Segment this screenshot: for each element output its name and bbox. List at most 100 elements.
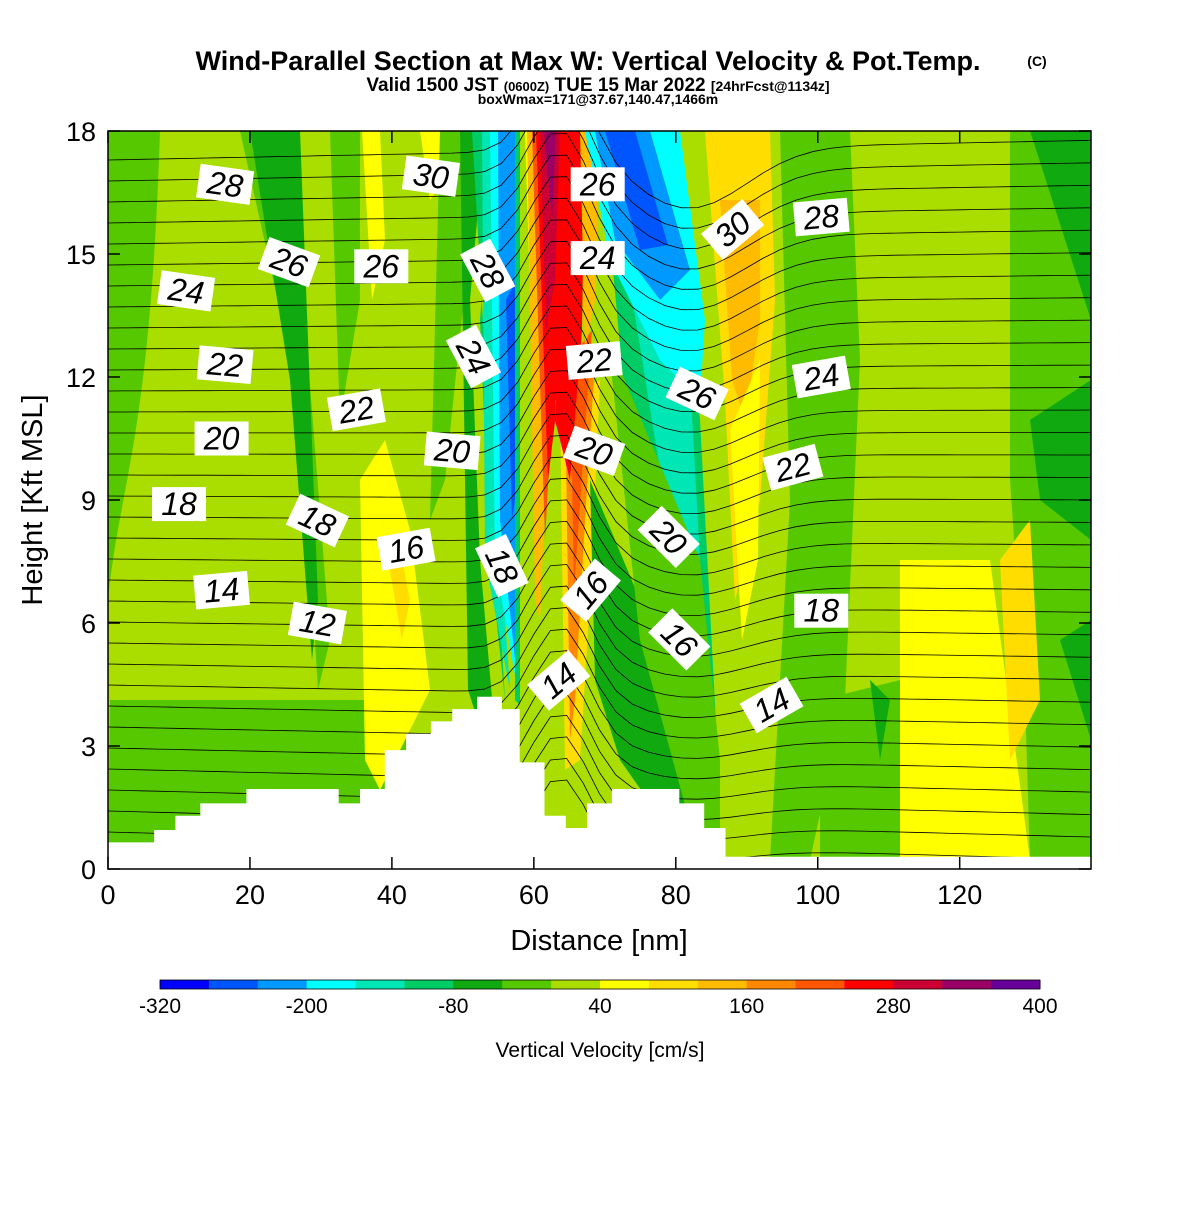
valid-utc: (0600Z) xyxy=(504,79,550,94)
theta-contour-line xyxy=(108,131,1091,209)
contour-label-box xyxy=(762,443,824,491)
velocity-band xyxy=(108,131,160,600)
contour-label-text: 22 xyxy=(574,341,614,380)
colorbar-tick-label: 400 xyxy=(1022,995,1057,1018)
theta-contour-line xyxy=(108,628,1091,739)
contour-label-text: 30 xyxy=(411,156,451,197)
theta-contour-line xyxy=(108,434,1091,555)
contour-label: 30 xyxy=(401,155,461,197)
theta-contour-line xyxy=(108,650,1091,759)
contour-label-text: 18 xyxy=(804,593,840,629)
contour-label-box xyxy=(570,241,625,276)
velocity-band xyxy=(540,131,560,330)
contour-label-box xyxy=(156,270,216,312)
colorbar-swatch xyxy=(355,980,405,989)
valid-date: TUE 15 Mar 2022 xyxy=(555,75,706,96)
contour-label-text: 24 xyxy=(579,240,616,276)
theta-contour-line xyxy=(108,131,1091,229)
contour-label: 30 xyxy=(700,199,765,260)
colorbar-tick-label: -200 xyxy=(286,995,328,1018)
velocity-band xyxy=(870,680,890,760)
colorbar-swatch xyxy=(257,980,308,989)
chart-title: Wind-Parallel Section at Max W: Vertical… xyxy=(196,46,981,76)
velocity-band xyxy=(460,131,500,790)
colorbar-tick-label: -80 xyxy=(438,995,468,1018)
velocity-band xyxy=(900,560,1030,860)
contour-label-text: 14 xyxy=(202,571,241,610)
contour-label-box xyxy=(637,505,700,569)
x-tick-label: 100 xyxy=(795,880,840,910)
contour-label: 16 xyxy=(648,608,711,671)
contour-label-box xyxy=(257,236,321,288)
contour-label-box xyxy=(445,324,502,389)
theta-contour-line xyxy=(108,607,1091,719)
box-wmax-note: boxWmax=171@37.67,140.47,1466m xyxy=(478,91,719,107)
contour-label-box xyxy=(326,388,386,432)
colorbar-tick-label: 280 xyxy=(876,995,911,1018)
colorbar-swatch xyxy=(600,980,650,989)
colorbar-swatch xyxy=(648,980,699,989)
colorbar-swatch xyxy=(795,980,845,989)
theta-contour-line xyxy=(108,327,1091,453)
contour-label-box xyxy=(560,558,621,622)
valid-time-line: Valid 1500 JST (0600Z) TUE 15 Mar 2022 [… xyxy=(366,75,829,96)
colorbar-swatch xyxy=(844,980,894,989)
contour-label: 18 xyxy=(794,593,849,629)
y-tick-label: 6 xyxy=(81,609,96,639)
contour-label: 20 xyxy=(423,431,481,471)
contour-label-box xyxy=(475,533,529,598)
colorbar-swatch xyxy=(551,980,601,989)
velocity-band xyxy=(360,440,430,790)
theta-contour-line xyxy=(108,477,1091,596)
y-tick-label: 15 xyxy=(66,240,96,270)
colorbar-swatch xyxy=(942,980,992,989)
colorbar-label: Vertical Velocity [cm/s] xyxy=(496,1039,705,1062)
theta-contour-line xyxy=(108,456,1091,576)
y-tick-label: 12 xyxy=(66,363,96,393)
contour-label-box xyxy=(565,341,623,380)
x-tick-label: 20 xyxy=(235,880,265,910)
copyright-mark: (C) xyxy=(1027,53,1046,69)
theta-contour-line xyxy=(108,413,1091,535)
theta-contour-line xyxy=(108,671,1091,780)
colorbar-swatch xyxy=(160,980,210,989)
contour-label-box xyxy=(195,163,255,205)
theta-contour-line xyxy=(108,693,1091,800)
contour-label-box xyxy=(563,425,626,477)
forecast-note: [24hrFcst@1134z] xyxy=(711,78,830,94)
contour-label-box xyxy=(739,676,804,734)
contour-label-box xyxy=(193,570,250,610)
theta-contour-line xyxy=(108,240,1091,372)
contour-label-box xyxy=(423,431,481,471)
theta-contour-line xyxy=(108,262,1091,392)
axes: 0 20 40 60 80 100 120 0 3 6 9 12 15 18 xyxy=(66,117,1091,910)
contour-label-box xyxy=(700,199,765,260)
contour-label-text: 16 xyxy=(385,528,427,570)
theta-contour-line xyxy=(108,585,1091,698)
contour-label-box xyxy=(570,167,625,202)
contour-label-box xyxy=(527,650,591,711)
contour-label-text: 22 xyxy=(335,389,377,431)
contour-label-text: 26 xyxy=(579,166,616,202)
theta-contour-line xyxy=(108,499,1091,617)
terrain xyxy=(108,696,1091,869)
contour-label-box xyxy=(460,238,516,303)
contour-label-box xyxy=(152,487,206,522)
contour-label-box xyxy=(665,366,729,421)
contour-label-box xyxy=(792,197,850,237)
colorbar-swatch xyxy=(697,980,748,989)
y-tick-label: 18 xyxy=(66,117,96,147)
contour-label-text: 20 xyxy=(432,431,472,470)
contour-label: 22 xyxy=(326,388,386,432)
contour-label-box xyxy=(194,421,249,456)
velocity-band xyxy=(1030,131,1091,320)
colorbar-swatch xyxy=(991,980,1041,989)
contour-label-text: 12 xyxy=(297,602,339,644)
contour-label: 26 xyxy=(354,248,409,284)
colorbar-swatch xyxy=(502,980,552,989)
theta-contour-line xyxy=(108,219,1091,351)
contour-label-text: 28 xyxy=(801,198,841,237)
velocity-band xyxy=(1000,520,1040,760)
contour-label: 24 xyxy=(156,270,216,312)
